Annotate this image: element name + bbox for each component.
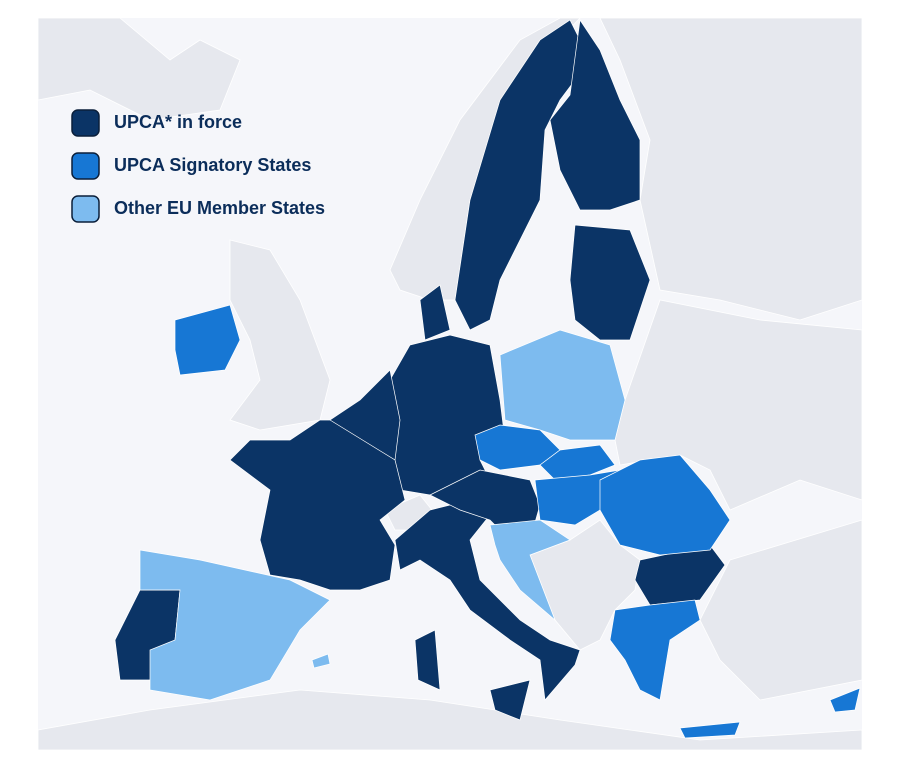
legend: UPCA* in force UPCA Signatory States Other… [71,109,325,223]
france [229,419,406,591]
sicily [489,679,531,721]
sweden [454,19,591,331]
croatia [489,519,571,621]
legend-label: Other EU Member States [114,198,325,218]
balearics [311,653,331,669]
baltics [569,224,651,341]
legend-label: UPCA Signatory States [114,155,311,175]
denmark [419,284,451,341]
ireland [174,304,241,376]
eu-countries [114,19,861,739]
non-eu-land [37,17,863,751]
legend-swatch [71,152,100,180]
cyprus [829,687,861,713]
sardinia [414,629,441,691]
romania [599,454,731,556]
crete [679,721,741,739]
legend-swatch [71,195,100,223]
legend-swatch [71,109,100,137]
poland [499,329,626,441]
legend-label: UPCA* in force [114,112,242,132]
spain [139,549,331,701]
finland [549,19,641,211]
greece [609,599,701,701]
